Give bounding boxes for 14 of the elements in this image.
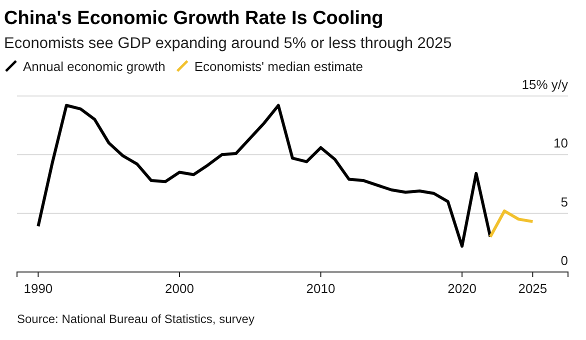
y-tick-label: 0 — [560, 253, 568, 268]
x-tick-label: 2010 — [306, 281, 336, 296]
x-tick-label: 2025 — [518, 281, 548, 296]
x-tick-label: 2020 — [448, 281, 476, 296]
y-tick-label: 15% y/y — [522, 77, 568, 92]
x-tick-label: 1990 — [24, 281, 53, 296]
y-tick-label: 5 — [560, 194, 568, 210]
chart-subtitle: Economists see GDP expanding around 5% or less through 2025 — [4, 35, 452, 52]
chart-title: China's Economic Growth Rate Is Cooling — [4, 8, 384, 29]
legend-label: Annual economic growth — [23, 59, 166, 74]
source-note: Source: National Bureau of Statistics, survey — [17, 312, 254, 326]
x-tick-label: 2000 — [165, 281, 194, 296]
y-tick-label: 10 — [554, 136, 568, 151]
legend-label: Economists' median estimate — [194, 59, 364, 74]
